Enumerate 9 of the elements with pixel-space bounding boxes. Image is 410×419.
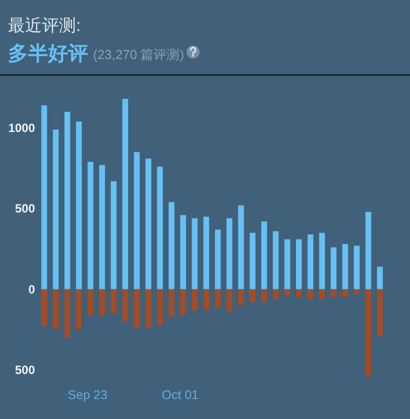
y-tick-label: 1000 — [8, 120, 35, 135]
y-tick-label: 0 — [28, 282, 35, 296]
x-tick-label: Sep 23 — [68, 388, 108, 402]
annotation: (23,270 篇评测) — [93, 47, 184, 62]
y-tick-label: 500 — [14, 202, 35, 216]
title: 最近评测: — [8, 16, 81, 35]
y-tick-label: 500 — [14, 362, 35, 377]
subtitle: 多半好评 — [8, 43, 88, 65]
x-tick-label: Oct 01 — [162, 388, 199, 402]
